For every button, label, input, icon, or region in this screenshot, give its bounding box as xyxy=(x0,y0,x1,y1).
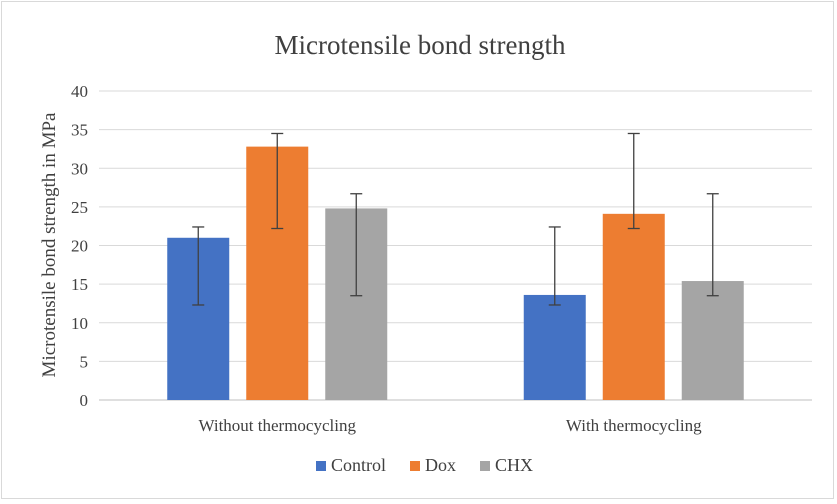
y-tick-label-25: 25 xyxy=(71,198,88,217)
y-tick-label-35: 35 xyxy=(71,121,88,140)
y-tick-label-30: 30 xyxy=(71,159,88,178)
legend: Control Dox CHX xyxy=(316,455,533,475)
chart-title: Microtensile bond strength xyxy=(275,30,566,60)
bar-chx-1 xyxy=(681,281,744,400)
y-tick-label-5: 5 xyxy=(80,352,89,371)
bars xyxy=(167,146,744,400)
y-axis-ticks: 0 5 10 15 20 25 30 35 40 xyxy=(71,82,88,410)
legend-swatch-chx xyxy=(480,461,490,471)
bar-dox-1 xyxy=(602,213,665,400)
y-tick-label-0: 0 xyxy=(80,391,89,410)
y-tick-label-20: 20 xyxy=(71,237,88,256)
y-axis-title: Microtensile bond strength in MPa xyxy=(39,112,60,377)
legend-label-chx: CHX xyxy=(495,455,533,475)
x-axis-labels: Without thermocycling With thermocycling xyxy=(199,416,703,435)
legend-swatch-dox xyxy=(410,461,420,471)
y-tick-label-10: 10 xyxy=(71,314,88,333)
category-label-0: Without thermocycling xyxy=(199,416,357,435)
error-bars xyxy=(192,132,719,306)
category-label-1: With thermocycling xyxy=(566,416,702,435)
bar-control-1 xyxy=(523,294,586,400)
y-tick-label-40: 40 xyxy=(71,82,88,101)
legend-label-dox: Dox xyxy=(425,455,456,475)
legend-label-control: Control xyxy=(331,455,386,475)
y-tick-label-15: 15 xyxy=(71,275,88,294)
legend-swatch-control xyxy=(316,461,326,471)
